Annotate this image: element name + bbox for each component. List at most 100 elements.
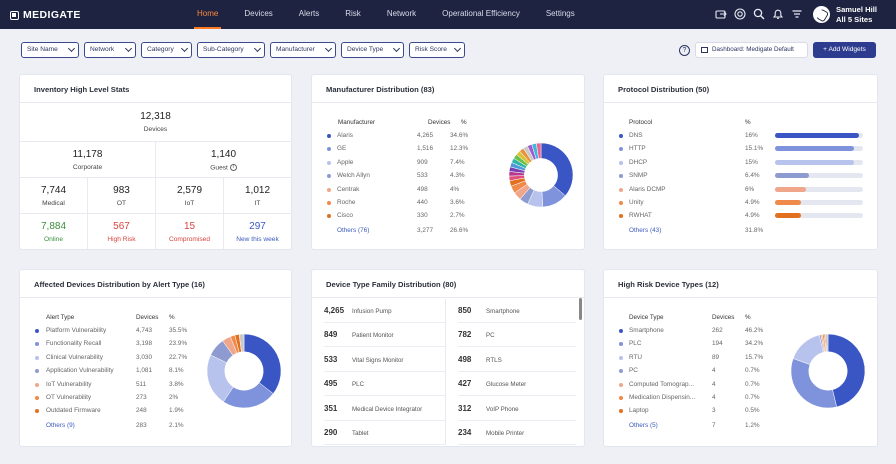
device-family-item[interactable]: 290 Tablet <box>324 421 445 445</box>
device-family-item[interactable]: 850 Smartphone <box>458 299 576 323</box>
device-family-item[interactable]: 849 Patient Monitor <box>324 323 445 348</box>
table-row[interactable]: GE 1,516 12.3% <box>327 145 497 157</box>
donut-slice[interactable] <box>540 142 574 197</box>
legend-dot <box>619 396 623 400</box>
stat-online[interactable]: 7,884 Online <box>20 221 87 243</box>
table-row[interactable]: PC 4 0.7% <box>619 367 784 379</box>
table-row[interactable]: Apple 909 7.4% <box>327 159 497 171</box>
others-row[interactable]: Others (5) 7 1.2% <box>619 422 784 434</box>
device-family-item[interactable]: 4,265 Infusion Pump <box>324 299 445 323</box>
stat-corporate[interactable]: 11,178 Corporate <box>20 149 155 171</box>
high-risk-donut-chart[interactable] <box>790 333 866 409</box>
table-row[interactable]: Computed Tomograp... 4 0.7% <box>619 381 784 393</box>
donut-slice[interactable] <box>243 333 282 395</box>
stat-iot[interactable]: 2,579 IoT <box>156 185 223 207</box>
others-row[interactable]: Others (43) 31.8% <box>619 227 819 239</box>
device-family-item[interactable]: 351 Medical Device Integrator <box>324 397 445 421</box>
others-row[interactable]: Others (76) 3,277 26.6% <box>327 227 497 239</box>
table-row[interactable]: SNMP 6.4% <box>619 172 869 184</box>
table-row[interactable]: Unity 4.9% <box>619 199 869 211</box>
donut-slice[interactable] <box>238 333 245 353</box>
stat-total-devices[interactable]: 12,318 Devices <box>20 111 291 133</box>
donut-slice[interactable] <box>824 333 829 353</box>
table-row[interactable]: Application Vulnerability 1,081 8.1% <box>35 367 200 379</box>
donut-slice[interactable] <box>790 358 837 409</box>
nav-devices[interactable]: Devices <box>244 9 273 18</box>
stat-it[interactable]: 1,012 IT <box>224 185 291 207</box>
table-row[interactable]: Clinical Vulnerability 3,030 22.7% <box>35 354 200 366</box>
table-row[interactable]: PLC 194 34.2% <box>619 340 784 352</box>
device-family-item[interactable]: 495 PLC <box>324 372 445 397</box>
legend-dot <box>619 369 623 374</box>
others-row[interactable]: Others (9) 283 2.1% <box>35 422 200 434</box>
cell-percent: 35.5% <box>169 327 188 334</box>
table-row[interactable]: Alaris 4,265 34.6% <box>327 132 497 144</box>
table-row[interactable]: Smartphone 262 46.2% <box>619 327 784 339</box>
nav-operational-efficiency[interactable]: Operational Efficiency <box>442 9 520 18</box>
bell-icon[interactable] <box>772 8 784 20</box>
device-family-item[interactable]: 533 Vital Signs Monitor <box>324 348 445 372</box>
table-row[interactable]: Cisco 330 2.7% <box>327 212 497 224</box>
filter-icon[interactable] <box>791 8 803 20</box>
filter-manufacturer[interactable]: Manufacturer <box>270 42 336 58</box>
stat-guest[interactable]: 1,140 Guest i <box>156 149 291 171</box>
help-icon[interactable]: ? <box>679 45 690 56</box>
nav-settings[interactable]: Settings <box>545 9 575 18</box>
shield-icon[interactable] <box>734 8 746 20</box>
table-row[interactable]: RWHAT 4.9% <box>619 212 869 224</box>
nav-network[interactable]: Network <box>386 9 417 18</box>
device-family-item[interactable]: 234 Mobile Printer <box>458 421 576 445</box>
device-family-item[interactable]: 427 Glucose Meter <box>458 372 576 397</box>
cell-devices: 7 <box>712 421 716 429</box>
stat-high-risk[interactable]: 567 High Risk <box>88 221 155 243</box>
alert-donut-chart[interactable] <box>206 333 282 409</box>
cell-name: Others (5) <box>629 421 658 429</box>
table-row[interactable]: Centrak 498 4% <box>327 186 497 198</box>
device-count: 498 <box>458 354 472 364</box>
table-row[interactable]: Alaris DCMP 6% <box>619 186 869 198</box>
app-logo[interactable]: MEDIGATE <box>10 9 81 21</box>
nav-alerts[interactable]: Alerts <box>298 9 320 18</box>
stat-compromised[interactable]: 15 Compromised <box>156 221 223 243</box>
table-row[interactable]: OT Vulnerability 273 2% <box>35 394 200 406</box>
device-family-item[interactable]: 312 VoIP Phone <box>458 397 576 421</box>
info-icon[interactable]: i <box>229 164 237 171</box>
filter-sub-category[interactable]: Sub-Category <box>197 42 265 58</box>
table-row[interactable]: Platform Vulnerability 4,743 35.5% <box>35 327 200 339</box>
table-row[interactable]: DHCP 15% <box>619 159 869 171</box>
cell-name: Unity <box>629 199 644 206</box>
search-icon[interactable] <box>753 8 765 20</box>
table-row[interactable]: Functionality Recall 3,198 23.9% <box>35 340 200 352</box>
table-row[interactable]: Medication Dispensin... 4 0.7% <box>619 394 784 406</box>
table-row[interactable]: Welch Allyn 533 4.3% <box>327 172 497 184</box>
stat-medical[interactable]: 7,744 Medical <box>20 185 87 207</box>
device-count: 312 <box>458 403 472 413</box>
manufacturer-donut-chart[interactable] <box>508 137 574 213</box>
table-row[interactable]: DNS 16% <box>619 132 869 144</box>
device-family-item[interactable]: 498 RTLS <box>458 348 576 372</box>
table-row[interactable]: Roche 440 3.6% <box>327 199 497 211</box>
donut-slice[interactable] <box>792 334 824 365</box>
filter-network[interactable]: Network <box>84 42 136 58</box>
stat-new-this-week[interactable]: 297 New this week <box>224 221 291 243</box>
filter-risk-score[interactable]: Risk Score <box>409 42 465 58</box>
user-menu[interactable]: Samuel Hill All 5 Sites <box>813 5 877 24</box>
filter-category[interactable]: Category <box>141 42 192 58</box>
filter-site-name[interactable]: Site Name <box>21 42 79 58</box>
table-row[interactable]: IoT Vulnerability 511 3.8% <box>35 381 200 393</box>
table-row[interactable]: RTU 89 15.7% <box>619 354 784 366</box>
device-family-item[interactable]: 782 PC <box>458 323 576 348</box>
donut-slice[interactable] <box>827 333 866 408</box>
stat-ot[interactable]: 983 OT <box>88 185 155 207</box>
table-row[interactable]: Laptop 3 0.5% <box>619 407 784 419</box>
add-widgets-button[interactable]: + Add Widgets <box>813 42 876 58</box>
nav-home[interactable]: Home <box>184 0 231 29</box>
table-row[interactable]: Outdated Firmware 248 1.9% <box>35 407 200 419</box>
nav-risk[interactable]: Risk <box>345 9 361 18</box>
scrollbar[interactable] <box>579 298 582 320</box>
dashboard-selector[interactable]: Dashboard: Medigate Default <box>695 42 808 58</box>
table-row[interactable]: HTTP 15.1% <box>619 145 869 157</box>
filter-device-type[interactable]: Device Type <box>341 42 404 58</box>
donut-slice[interactable] <box>536 142 542 159</box>
share-icon[interactable] <box>715 8 727 20</box>
